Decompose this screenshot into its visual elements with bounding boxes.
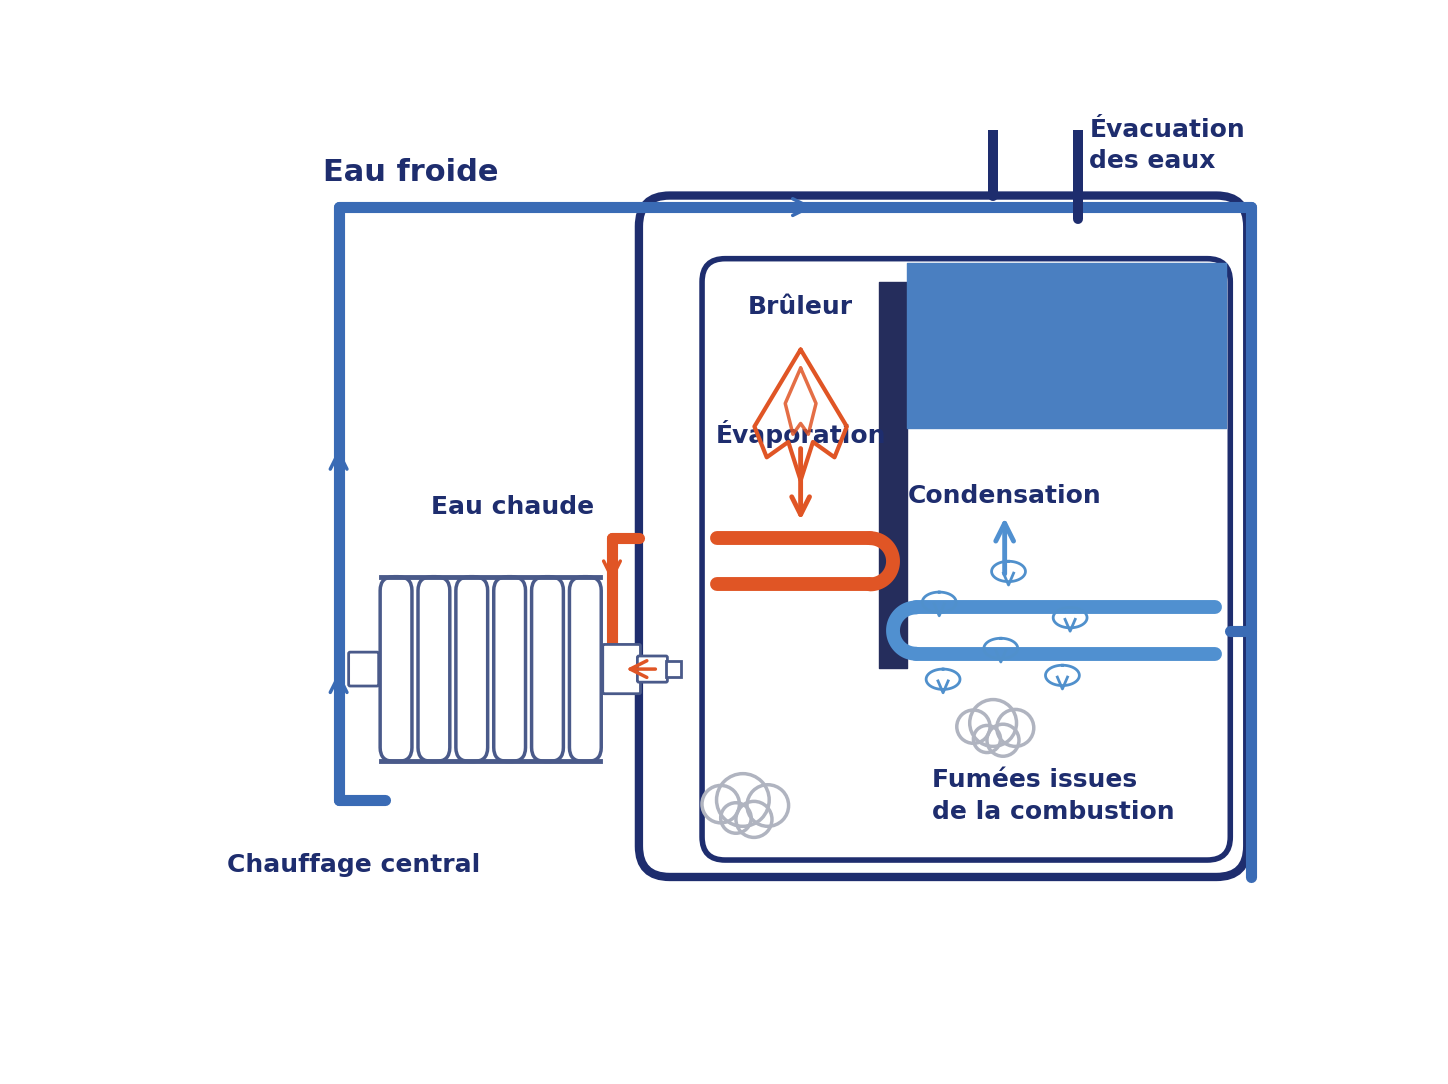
FancyBboxPatch shape: [381, 577, 411, 761]
FancyBboxPatch shape: [637, 656, 668, 682]
FancyBboxPatch shape: [602, 645, 640, 694]
Circle shape: [747, 785, 789, 826]
FancyBboxPatch shape: [456, 577, 488, 761]
Circle shape: [973, 725, 1001, 752]
FancyBboxPatch shape: [666, 661, 681, 676]
Text: Eau froide: Eau froide: [323, 158, 498, 186]
Circle shape: [970, 699, 1016, 747]
Circle shape: [717, 774, 769, 826]
Circle shape: [702, 786, 740, 823]
Text: Fumées issues
de la combustion: Fumées issues de la combustion: [931, 769, 1174, 824]
FancyBboxPatch shape: [569, 577, 601, 761]
Text: Chauffage central: Chauffage central: [227, 853, 481, 877]
FancyBboxPatch shape: [702, 259, 1231, 860]
Text: Eau chaude: Eau chaude: [432, 495, 594, 519]
Text: Évacuation
des eaux: Évacuation des eaux: [1089, 118, 1245, 173]
FancyBboxPatch shape: [531, 577, 563, 761]
Circle shape: [957, 710, 990, 744]
Circle shape: [736, 801, 772, 838]
FancyBboxPatch shape: [639, 195, 1247, 877]
FancyBboxPatch shape: [418, 577, 450, 761]
Circle shape: [996, 709, 1034, 747]
Circle shape: [988, 724, 1019, 757]
Text: Évaporation: Évaporation: [715, 421, 886, 448]
Text: Brûleur: Brûleur: [749, 295, 853, 319]
Text: Condensation: Condensation: [908, 483, 1102, 507]
Circle shape: [721, 803, 752, 834]
FancyBboxPatch shape: [494, 577, 526, 761]
FancyBboxPatch shape: [349, 653, 379, 686]
